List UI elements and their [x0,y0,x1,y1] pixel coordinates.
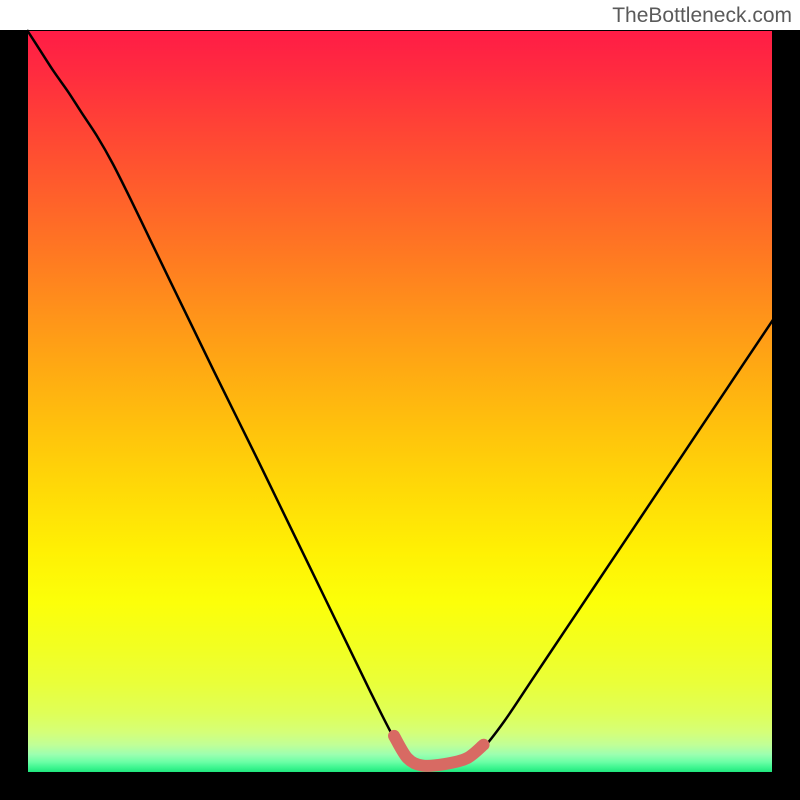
bottleneck-chart [0,0,800,800]
watermark-text: TheBottleneck.com [612,4,792,28]
chart-container: TheBottleneck.com [0,0,800,800]
chart-background [27,30,773,773]
